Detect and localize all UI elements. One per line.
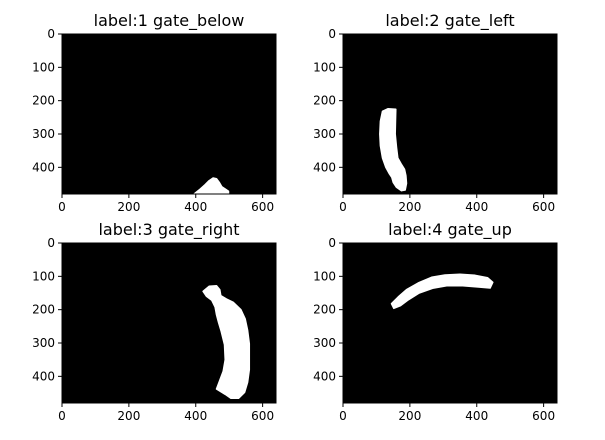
y-tick-label: 100 [32,60,55,74]
x-tick-label: 200 [398,200,421,214]
x-tick-label: 400 [184,200,207,214]
y-tick-label: 300 [313,127,336,141]
subplot-title: label:1 gate_below [94,11,245,31]
subplot-2: label:2 gate_left 0 200 400 600 0 100 200 300 400 [313,11,558,214]
y-tick-label: 100 [32,269,55,283]
subplot-1: label:1 gate_below 0 200 400 600 0 100 200 300 40… [32,11,277,214]
y-tick-label: 200 [313,94,336,108]
subplot-title: label:2 gate_left [385,11,514,31]
x-tick-label: 600 [532,409,555,423]
x-tick-label: 400 [184,409,207,423]
x-tick-label: 600 [532,200,555,214]
x-tick-label: 0 [339,200,347,214]
y-tick-label: 200 [32,94,55,108]
axes-frame [342,33,558,195]
subplot-title: label:4 gate_up [388,220,512,240]
y-tick-label: 0 [328,27,336,41]
axes-frame [342,242,558,404]
y-tick-label: 0 [328,236,336,250]
mask-region [379,107,408,192]
y-tick-label: 400 [313,369,336,383]
y-tick-label: 0 [47,236,55,250]
mask-region [202,284,251,400]
mask-region [193,177,230,195]
y-tick-label: 300 [32,127,55,141]
x-tick-label: 200 [117,409,140,423]
y-tick-label: 400 [313,160,336,174]
x-tick-label: 0 [58,200,66,214]
mask-region [390,273,494,310]
y-tick-label: 300 [32,336,55,350]
x-tick-label: 200 [398,409,421,423]
y-tick-label: 200 [32,303,55,317]
y-tick-label: 400 [32,160,55,174]
x-tick-label: 400 [465,409,488,423]
y-tick-label: 100 [313,269,336,283]
subplot-3: label:3 gate_right 0 200 400 600 0 100 200 300 40… [32,220,277,423]
x-tick-label: 0 [58,409,66,423]
y-tick-label: 100 [313,60,336,74]
x-tick-label: 200 [117,200,140,214]
axes-frame [61,242,277,404]
y-tick-label: 0 [47,27,55,41]
x-tick-label: 400 [465,200,488,214]
subplot-title: label:3 gate_right [98,220,239,240]
x-tick-label: 600 [251,409,274,423]
subplot-4: label:4 gate_up 0 200 400 600 0 100 200 300 400 [313,220,558,423]
x-tick-label: 0 [339,409,347,423]
y-tick-label: 400 [32,369,55,383]
y-tick-label: 300 [313,336,336,350]
x-tick-label: 600 [251,200,274,214]
image-background [343,34,557,194]
axes-frame [61,33,277,195]
image-background [343,243,557,403]
image-background [62,34,276,194]
y-tick-label: 200 [313,303,336,317]
